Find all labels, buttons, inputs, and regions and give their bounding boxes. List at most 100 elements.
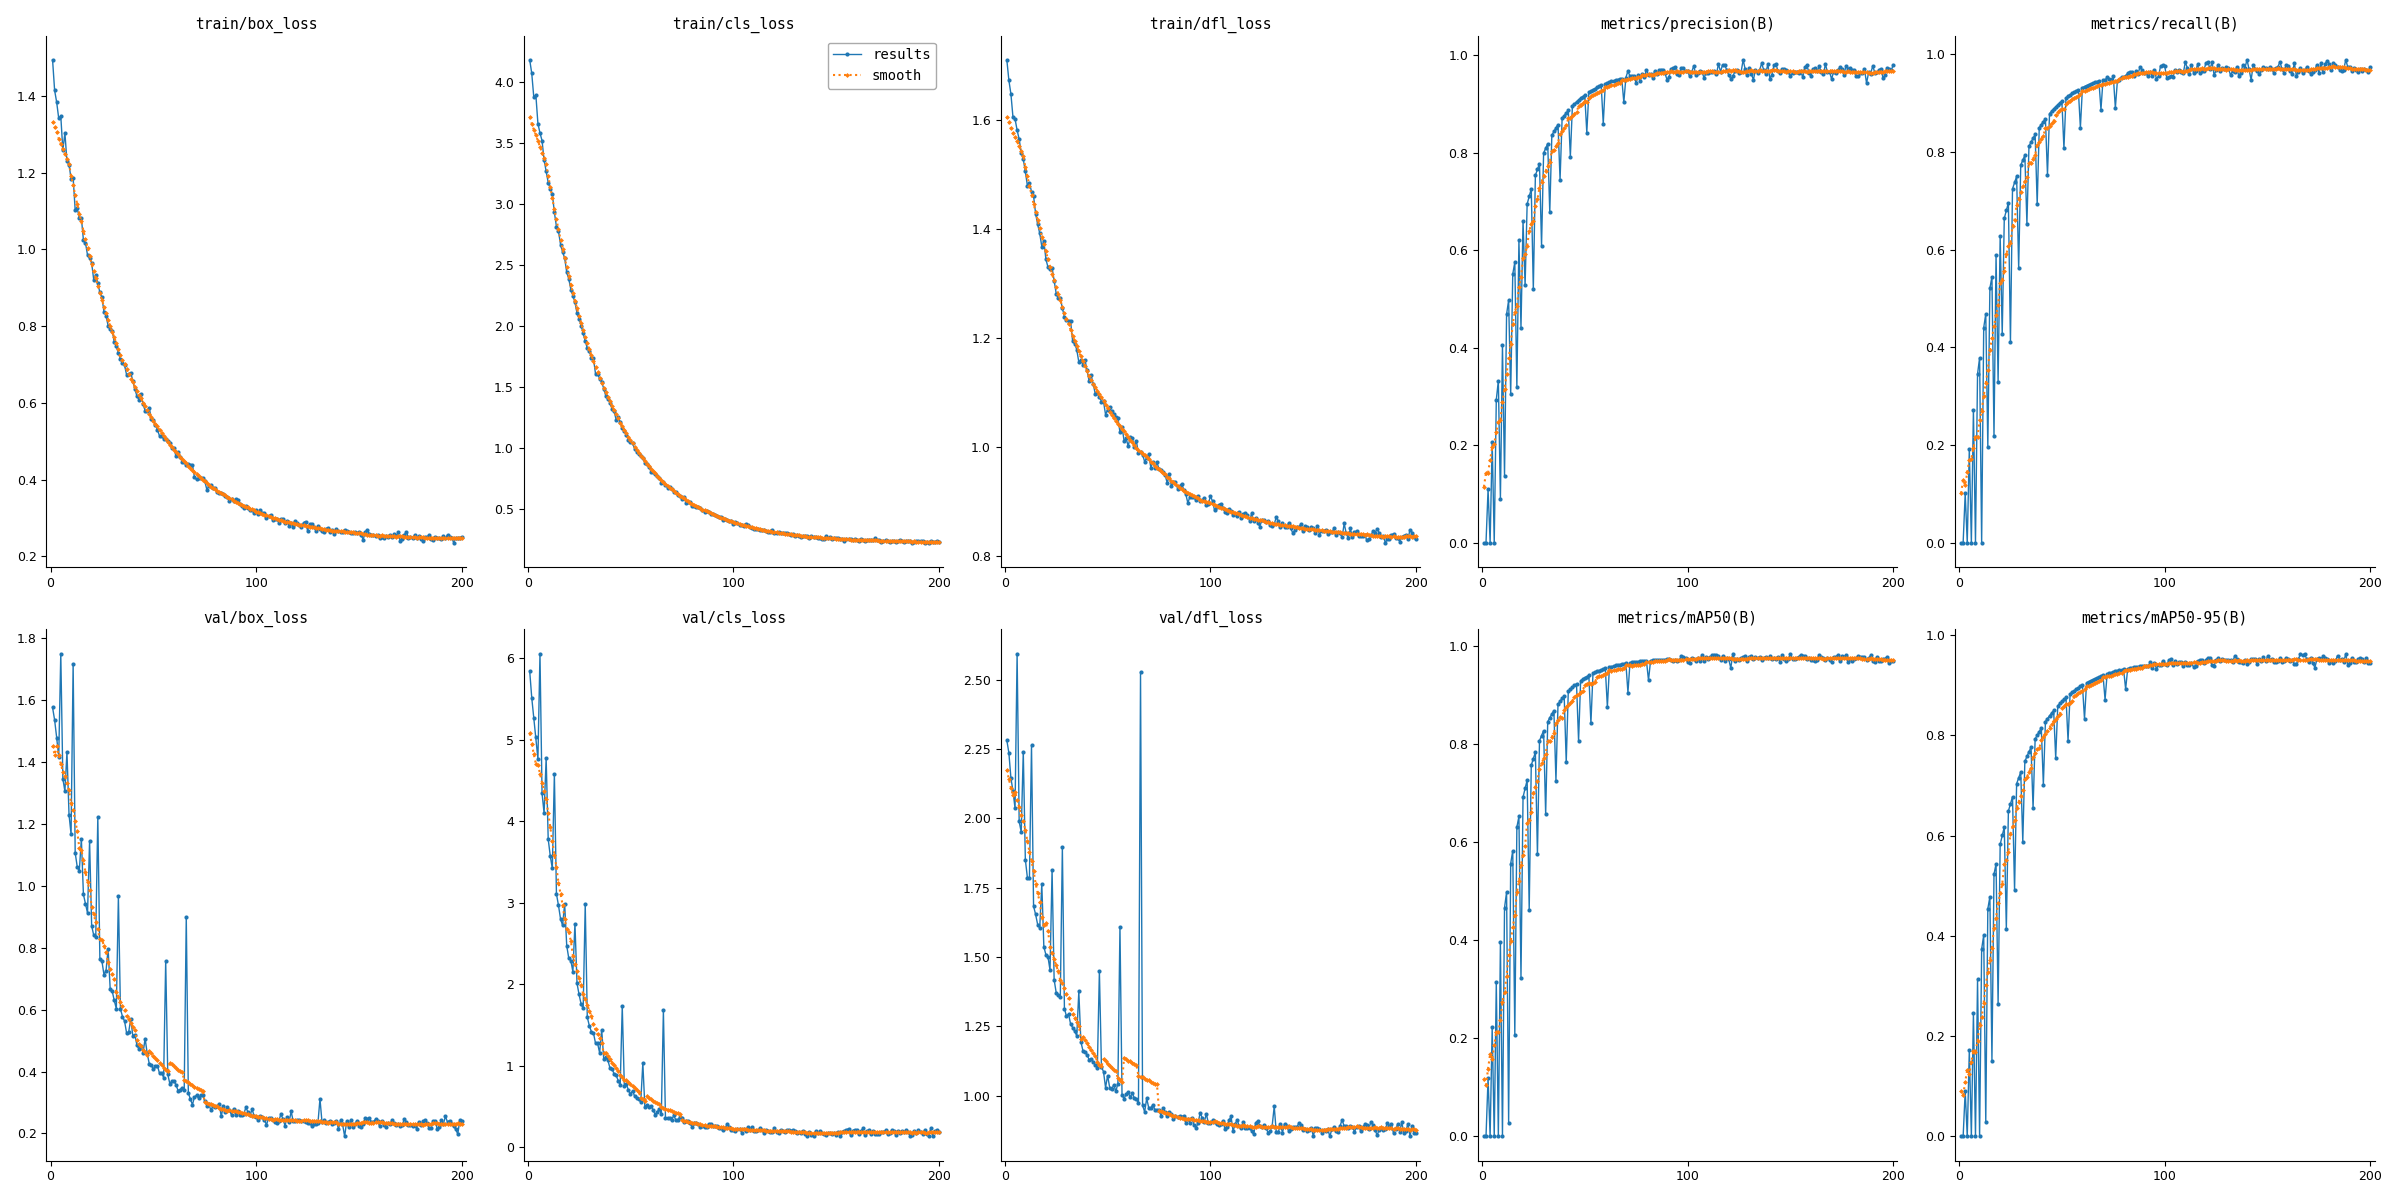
results xyxy=(38,701,67,715)
Line: results: results xyxy=(1958,652,2374,1139)
results xyxy=(905,534,934,548)
smooth xyxy=(446,1116,475,1130)
Title: val/cls_loss: val/cls_loss xyxy=(682,611,785,626)
smooth xyxy=(62,197,91,211)
results xyxy=(62,202,91,216)
results xyxy=(432,1109,461,1123)
Line: results: results xyxy=(50,652,463,1139)
smooth xyxy=(1848,652,1877,666)
smooth xyxy=(146,1057,175,1072)
results xyxy=(1370,1122,1399,1136)
smooth xyxy=(2357,62,2386,77)
smooth xyxy=(624,445,653,460)
smooth xyxy=(1757,62,1786,77)
smooth xyxy=(2357,654,2386,668)
results xyxy=(55,157,84,172)
results xyxy=(58,827,86,841)
smooth xyxy=(1382,1121,1411,1135)
results xyxy=(1963,972,1992,986)
smooth xyxy=(2340,653,2369,667)
results xyxy=(540,205,569,220)
results xyxy=(890,534,919,548)
smooth xyxy=(994,109,1022,124)
smooth xyxy=(516,726,545,740)
smooth xyxy=(2326,653,2354,667)
Title: metrics/mAP50-95(B): metrics/mAP50-95(B) xyxy=(2081,611,2249,625)
smooth xyxy=(1308,1123,1337,1138)
smooth xyxy=(1579,88,1608,102)
smooth xyxy=(62,824,91,839)
results xyxy=(1579,83,1608,97)
smooth xyxy=(533,792,562,806)
results xyxy=(1546,694,1574,708)
smooth xyxy=(422,530,451,545)
results xyxy=(1402,1126,1430,1140)
results xyxy=(924,535,953,550)
smooth xyxy=(1970,376,1999,390)
Line: results: results xyxy=(528,58,941,545)
results xyxy=(1879,58,1908,72)
smooth xyxy=(1368,1121,1397,1135)
smooth xyxy=(408,1117,437,1132)
Title: train/cls_loss: train/cls_loss xyxy=(672,17,794,32)
results xyxy=(115,367,144,382)
results xyxy=(1382,532,1411,546)
smooth xyxy=(1068,1030,1097,1044)
smooth xyxy=(38,114,67,128)
results xyxy=(1010,852,1039,866)
results xyxy=(115,1012,144,1026)
smooth xyxy=(1495,934,1524,948)
Line: results: results xyxy=(528,652,941,1139)
smooth xyxy=(1846,65,1874,79)
results xyxy=(1385,1124,1414,1139)
Line: smooth: smooth xyxy=(1483,68,1896,488)
smooth xyxy=(146,426,175,440)
results xyxy=(2338,64,2366,78)
results xyxy=(149,1070,178,1085)
smooth xyxy=(2318,59,2347,73)
results xyxy=(1495,1116,1524,1130)
Line: smooth: smooth xyxy=(1006,115,1418,539)
smooth xyxy=(1471,1078,1500,1092)
smooth xyxy=(590,385,619,400)
smooth xyxy=(2057,694,2086,708)
smooth xyxy=(2057,94,2086,108)
smooth xyxy=(540,847,569,862)
Line: results: results xyxy=(1481,652,1896,1139)
results xyxy=(1963,367,1992,382)
results xyxy=(1402,532,1430,546)
smooth xyxy=(1495,352,1524,366)
Line: smooth: smooth xyxy=(1958,658,2371,1097)
results xyxy=(2057,88,2086,102)
smooth xyxy=(1402,1123,1430,1138)
results xyxy=(146,428,175,443)
smooth xyxy=(1008,149,1037,163)
results xyxy=(526,647,554,661)
Title: train/dfl_loss: train/dfl_loss xyxy=(1150,17,1272,32)
results xyxy=(418,1121,446,1135)
smooth xyxy=(413,530,442,545)
Line: smooth: smooth xyxy=(50,744,463,1127)
smooth xyxy=(2023,138,2052,152)
smooth xyxy=(55,157,84,172)
results xyxy=(994,53,1022,67)
smooth xyxy=(1949,1088,1978,1103)
results xyxy=(2338,650,2366,665)
smooth xyxy=(516,110,545,125)
Title: metrics/mAP50(B): metrics/mAP50(B) xyxy=(1618,611,1757,625)
results xyxy=(427,532,456,546)
smooth xyxy=(430,530,458,545)
smooth xyxy=(2302,652,2330,666)
smooth xyxy=(415,1117,444,1132)
smooth xyxy=(540,202,569,216)
Line: results: results xyxy=(50,58,463,545)
smooth xyxy=(905,534,934,548)
results xyxy=(533,164,562,179)
results xyxy=(1860,65,1889,79)
smooth xyxy=(1102,413,1130,427)
results xyxy=(1728,53,1757,67)
smooth xyxy=(1946,486,1975,500)
results xyxy=(626,1094,655,1109)
results xyxy=(516,53,545,67)
smooth xyxy=(893,1126,922,1140)
